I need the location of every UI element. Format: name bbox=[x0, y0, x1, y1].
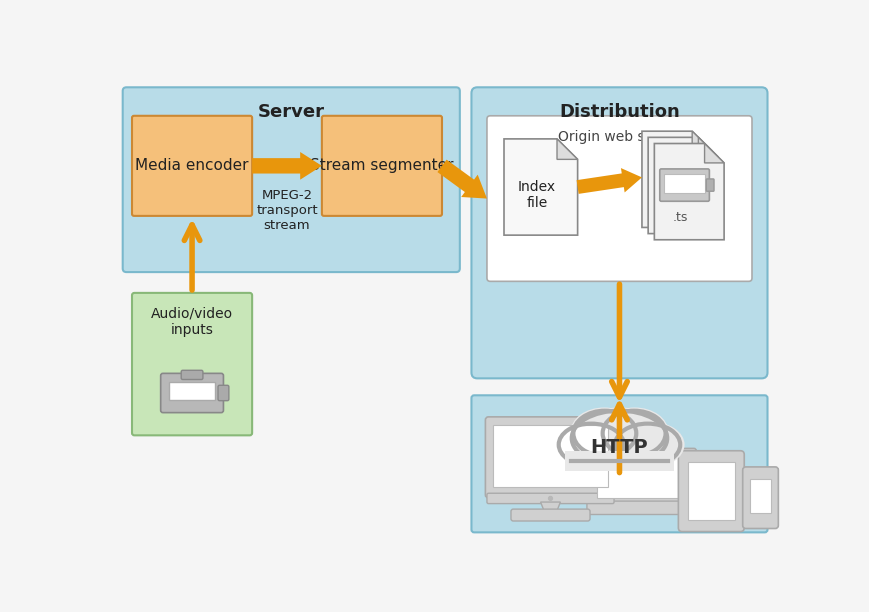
Text: Distribution: Distribution bbox=[559, 103, 679, 121]
FancyBboxPatch shape bbox=[485, 417, 615, 498]
Polygon shape bbox=[556, 139, 577, 159]
FancyBboxPatch shape bbox=[749, 479, 771, 513]
FancyBboxPatch shape bbox=[596, 455, 689, 498]
Polygon shape bbox=[252, 152, 322, 180]
Text: Index
file: Index file bbox=[517, 179, 555, 210]
FancyBboxPatch shape bbox=[590, 449, 695, 506]
Text: MPEG-2
transport
stream: MPEG-2 transport stream bbox=[255, 189, 317, 232]
FancyBboxPatch shape bbox=[218, 386, 229, 401]
Ellipse shape bbox=[570, 408, 667, 466]
FancyBboxPatch shape bbox=[659, 169, 708, 201]
Text: Client: Client bbox=[589, 411, 648, 428]
Text: Audio/video
inputs: Audio/video inputs bbox=[151, 307, 233, 337]
Ellipse shape bbox=[614, 422, 684, 468]
FancyBboxPatch shape bbox=[568, 448, 669, 467]
Polygon shape bbox=[698, 137, 717, 157]
Polygon shape bbox=[540, 502, 560, 512]
FancyBboxPatch shape bbox=[664, 174, 704, 193]
Polygon shape bbox=[704, 143, 723, 163]
Text: Server: Server bbox=[257, 103, 324, 121]
FancyBboxPatch shape bbox=[132, 116, 252, 216]
Text: Stream segmenter: Stream segmenter bbox=[310, 159, 453, 173]
Ellipse shape bbox=[554, 422, 624, 468]
Polygon shape bbox=[641, 131, 711, 228]
Text: HTTP: HTTP bbox=[590, 438, 647, 457]
Bar bbox=[565, 451, 673, 471]
FancyBboxPatch shape bbox=[678, 451, 743, 532]
FancyBboxPatch shape bbox=[169, 382, 215, 400]
FancyBboxPatch shape bbox=[510, 509, 589, 521]
Text: Origin web server: Origin web server bbox=[557, 130, 680, 144]
FancyBboxPatch shape bbox=[587, 501, 700, 515]
Text: .ts: .ts bbox=[673, 211, 687, 224]
FancyBboxPatch shape bbox=[471, 395, 766, 532]
Ellipse shape bbox=[559, 417, 679, 469]
Polygon shape bbox=[692, 131, 711, 151]
FancyBboxPatch shape bbox=[181, 370, 202, 379]
Ellipse shape bbox=[570, 408, 637, 456]
Polygon shape bbox=[576, 168, 641, 194]
Polygon shape bbox=[437, 160, 487, 198]
Polygon shape bbox=[653, 143, 723, 240]
Circle shape bbox=[548, 496, 552, 501]
FancyBboxPatch shape bbox=[132, 293, 252, 435]
Polygon shape bbox=[503, 139, 577, 235]
FancyBboxPatch shape bbox=[493, 425, 607, 487]
FancyBboxPatch shape bbox=[487, 493, 614, 504]
FancyBboxPatch shape bbox=[706, 179, 713, 191]
FancyBboxPatch shape bbox=[123, 88, 460, 272]
FancyBboxPatch shape bbox=[322, 116, 441, 216]
Polygon shape bbox=[647, 137, 717, 234]
FancyBboxPatch shape bbox=[687, 462, 734, 520]
FancyBboxPatch shape bbox=[487, 116, 751, 282]
FancyBboxPatch shape bbox=[471, 88, 766, 378]
FancyBboxPatch shape bbox=[161, 373, 223, 412]
Ellipse shape bbox=[600, 408, 667, 456]
Text: Media encoder: Media encoder bbox=[136, 159, 249, 173]
FancyBboxPatch shape bbox=[742, 467, 778, 529]
